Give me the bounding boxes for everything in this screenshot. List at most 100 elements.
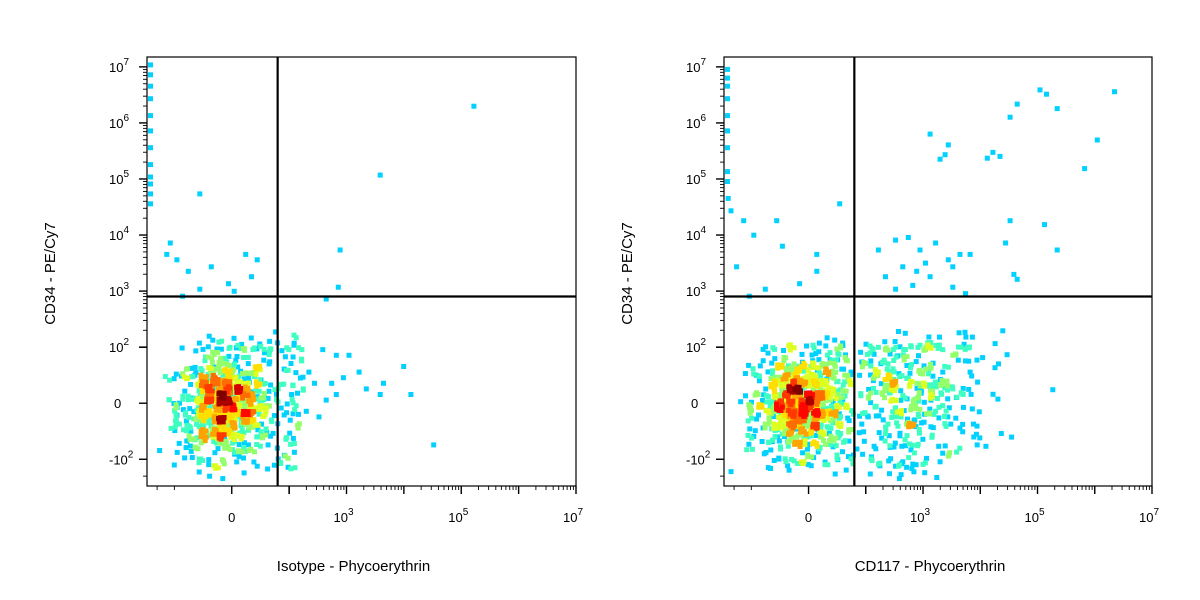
- data-point: [943, 408, 949, 414]
- data-point: [272, 387, 278, 393]
- data-point: [975, 379, 981, 385]
- data-point: [983, 443, 989, 449]
- data-point: [813, 378, 819, 384]
- data-point: [777, 395, 783, 401]
- data-point: [945, 257, 951, 263]
- data-point: [813, 433, 819, 438]
- data-point: [728, 208, 734, 214]
- data-point: [921, 380, 927, 386]
- data-point: [166, 397, 172, 403]
- data-point: [783, 382, 789, 387]
- data-point: [794, 402, 799, 408]
- data-point: [836, 415, 842, 421]
- data-point: [291, 342, 297, 348]
- data-point: [835, 420, 841, 426]
- data-point: [924, 411, 930, 417]
- data-point: [765, 369, 771, 375]
- data-point: [834, 379, 840, 385]
- x-tick-label: 103: [333, 507, 353, 525]
- data-point: [194, 435, 200, 441]
- data-point: [887, 351, 893, 357]
- data-point: [219, 392, 225, 398]
- data-point: [220, 441, 225, 447]
- x-tick-label: 105: [448, 507, 468, 525]
- data-point: [749, 446, 755, 452]
- data-point: [749, 435, 755, 441]
- data-point: [953, 415, 959, 421]
- x-tick-label: 0: [805, 510, 812, 525]
- data-point: [182, 455, 188, 461]
- data-point: [755, 391, 761, 397]
- data-point: [973, 431, 979, 437]
- data-point: [957, 251, 963, 257]
- cd117-y-axis-title: CD34 - PE/Cy7: [619, 222, 636, 325]
- data-point: [958, 344, 964, 350]
- data-point: [188, 382, 194, 387]
- data-point: [801, 376, 807, 382]
- data-point: [377, 172, 383, 178]
- data-point: [782, 413, 788, 419]
- data-point: [969, 334, 975, 340]
- y-tick-label: 103: [686, 281, 706, 299]
- data-point: [962, 346, 968, 352]
- data-point: [243, 448, 248, 454]
- data-point: [216, 339, 222, 345]
- data-point: [222, 355, 228, 361]
- data-point: [948, 421, 954, 427]
- data-point: [942, 443, 948, 449]
- data-point: [762, 421, 768, 427]
- data-point: [763, 408, 769, 414]
- data-point: [282, 354, 288, 360]
- data-point: [961, 341, 967, 347]
- data-point: [762, 425, 768, 431]
- data-point: [772, 389, 778, 394]
- data-point: [883, 274, 888, 280]
- data-point: [725, 66, 730, 72]
- data-point: [240, 414, 246, 420]
- data-point: [825, 370, 831, 376]
- data-point: [196, 423, 202, 429]
- cd117-events: [725, 66, 1117, 482]
- data-point: [904, 375, 910, 381]
- data-point: [249, 409, 255, 414]
- data-point: [164, 251, 170, 257]
- data-point: [779, 243, 785, 249]
- data-point: [231, 437, 237, 442]
- data-point: [960, 392, 966, 397]
- data-point: [250, 347, 256, 353]
- data-point: [162, 374, 168, 380]
- data-point: [876, 430, 882, 436]
- data-point: [214, 440, 220, 446]
- data-point: [173, 405, 179, 411]
- y-tick-label: 105: [109, 169, 129, 187]
- data-point: [256, 406, 262, 412]
- data-point: [199, 404, 205, 410]
- data-point: [290, 400, 296, 406]
- data-point: [148, 72, 153, 78]
- y-tick-label: -102: [686, 449, 711, 467]
- data-point: [811, 372, 817, 378]
- data-point: [940, 403, 946, 409]
- data-point: [950, 264, 956, 270]
- data-point: [820, 401, 826, 407]
- data-point: [203, 411, 209, 417]
- data-point: [772, 434, 778, 440]
- data-point: [794, 434, 800, 440]
- data-point: [249, 391, 255, 397]
- data-point: [754, 416, 760, 422]
- data-point: [181, 427, 186, 433]
- data-point: [210, 377, 216, 383]
- data-point: [873, 389, 879, 395]
- data-point: [183, 418, 189, 424]
- data-point: [971, 434, 977, 440]
- data-point: [842, 379, 848, 385]
- data-point: [296, 345, 302, 351]
- data-point: [841, 439, 847, 445]
- data-point: [760, 398, 765, 403]
- data-point: [789, 421, 795, 427]
- data-point: [891, 444, 897, 450]
- data-point: [782, 397, 787, 403]
- data-point: [894, 420, 900, 426]
- data-point: [839, 394, 845, 400]
- data-point: [241, 346, 247, 351]
